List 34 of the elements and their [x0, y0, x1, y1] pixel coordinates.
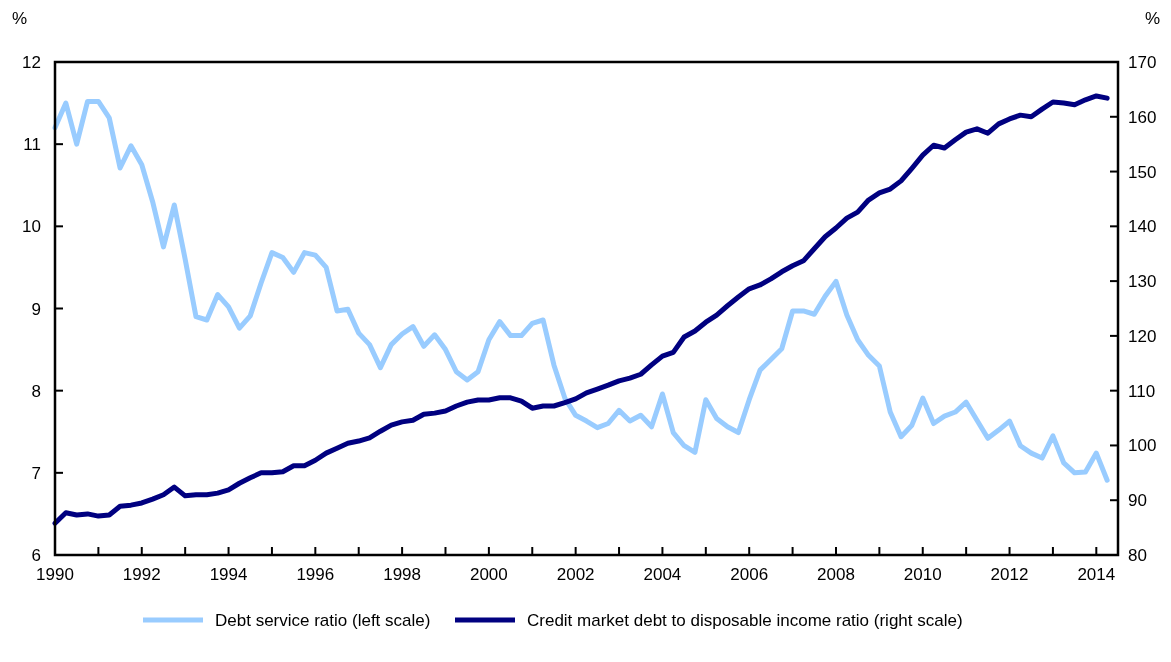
y2-tick-label: 110: [1128, 381, 1156, 401]
y2-tick-label: 80: [1128, 546, 1147, 565]
y-tick-label: 9: [31, 299, 41, 319]
x-tick-label: 2006: [730, 565, 769, 584]
y-tick-label: 6: [31, 546, 41, 565]
x-tick-label: 2002: [556, 565, 595, 584]
x-tick-label: 1994: [209, 565, 248, 584]
x-tick-label: 2008: [817, 565, 855, 584]
x-tick-label: 2012: [990, 565, 1029, 584]
y2-tick-label: 160: [1128, 107, 1157, 127]
y-tick-label: 11: [23, 135, 41, 155]
x-tick-label: 1998: [383, 565, 422, 584]
x-tick-label: 1996: [296, 565, 335, 584]
x-tick-label: 2004: [643, 565, 682, 584]
legend-label: Debt service ratio (left scale): [215, 611, 431, 630]
y-tick-label: 7: [31, 463, 41, 483]
x-tick-label: 2010: [903, 565, 942, 584]
x-tick-label: 2014: [1077, 565, 1116, 584]
x-tick-label: 1992: [122, 565, 161, 584]
y2-tick-label: 90: [1128, 491, 1147, 511]
y-axis-title: %: [12, 9, 28, 28]
y-tick-label: 10: [22, 217, 41, 237]
x-tick-label: 2000: [469, 565, 508, 584]
y2-tick-label: 100: [1128, 436, 1157, 456]
legend-label: Credit market debt to disposable income ratio (right scale): [527, 611, 963, 630]
y2-tick-label: 140: [1128, 217, 1157, 237]
y2-tick-label: 170: [1128, 53, 1157, 72]
y-tick-label: 12: [22, 53, 41, 72]
y-tick-label: 8: [31, 381, 41, 401]
y2-tick-label: 150: [1128, 162, 1157, 182]
y2-axis-title: %: [1145, 9, 1161, 28]
y2-tick-label: 130: [1128, 272, 1157, 292]
x-tick-label: 1990: [36, 565, 74, 584]
y2-tick-label: 120: [1128, 326, 1157, 346]
